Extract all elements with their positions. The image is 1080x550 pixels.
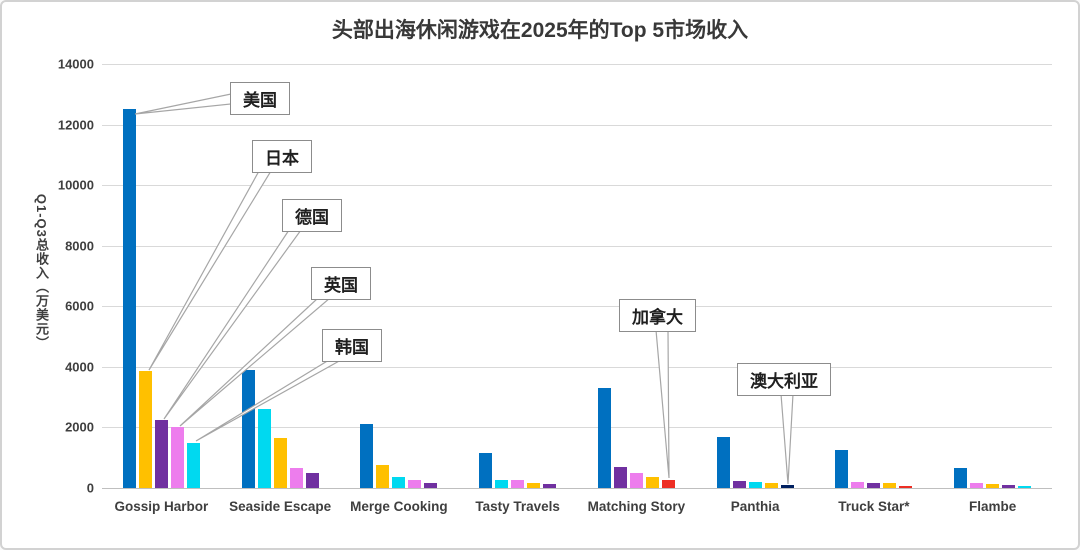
y-axis-title: Q1-Q3总收入（万美元） [34,193,49,350]
y-tick-label: 8000 [65,238,94,254]
gridline [102,185,1052,187]
bar [645,476,659,488]
bar [511,480,525,488]
gridline [102,366,1052,368]
bar [122,109,136,488]
bar [289,468,303,488]
bar [424,482,438,488]
category-label: Matching Story [587,499,686,514]
x-axis-labels: Gossip Harbor Seaside Escape Merge Cooking… [2,499,1078,521]
category-label: Seaside Escape [229,499,332,514]
bar [138,370,152,488]
gridline [102,124,1052,126]
gridline [102,306,1052,308]
bar-group [102,64,221,488]
category-label: Merge Cooking [350,499,448,514]
bar [716,436,730,488]
bar [613,467,627,488]
callout-australia: 澳大利亚 [737,363,831,396]
gridline [102,427,1052,429]
bar-group [933,64,1052,488]
bar [273,438,287,488]
callout-uk: 英国 [311,267,371,300]
bar [899,485,913,488]
bar [629,473,643,488]
bar [1002,484,1016,488]
bar [241,369,255,488]
bar [527,483,541,488]
category-label: Gossip Harbor [114,499,209,514]
y-tick-label: 2000 [65,419,94,435]
bar [835,450,849,488]
category-label: Panthia [730,499,780,514]
bar [495,479,509,488]
y-tick-label: 12000 [57,117,94,133]
bar-group [696,64,815,488]
callout-us: 美国 [230,82,290,115]
bar [479,453,493,488]
bar [408,480,422,488]
bar [748,481,762,488]
bar [170,427,184,488]
bar-group [577,64,696,488]
bar [970,483,984,488]
category-label: Flambe [968,499,1017,514]
plot-area [102,64,1052,489]
bar [543,484,557,488]
bar [597,388,611,488]
bar [732,481,746,488]
y-tick-label: 6000 [65,298,94,314]
category-label: Tasty Travels [475,499,560,514]
category-label: Truck Star* [838,499,910,514]
gridline [102,245,1052,247]
gridline [102,64,1052,65]
bar-group [815,64,934,488]
bar [764,483,778,488]
bar [360,424,374,488]
bar [305,473,319,488]
chart-title: 头部出海休闲游戏在2025年的Top 5市场收入 [331,19,749,42]
bar [867,482,881,488]
bar [154,419,168,488]
callout-korea: 韩国 [322,329,382,362]
bar-group [458,64,577,488]
bar [883,483,897,488]
bar [954,468,968,488]
y-tick-label: 4000 [65,359,94,375]
y-tick-label: 0 [86,480,94,496]
bar [1018,485,1032,488]
bar [186,442,200,488]
bar [851,481,865,488]
y-tick-label: 14000 [57,56,94,72]
bar [376,464,390,488]
y-axis-ticks: 0 2000 4000 6000 8000 10000 12000 14000 [42,57,94,496]
bar [780,484,794,488]
callout-japan: 日本 [252,140,312,173]
bar [257,409,271,488]
bar [986,484,1000,488]
bar-group [340,64,459,488]
y-tick-label: 10000 [57,177,94,193]
bar [661,479,675,488]
callout-canada: 加拿大 [619,299,696,332]
bar [392,476,406,488]
callout-germany: 德国 [282,199,342,232]
